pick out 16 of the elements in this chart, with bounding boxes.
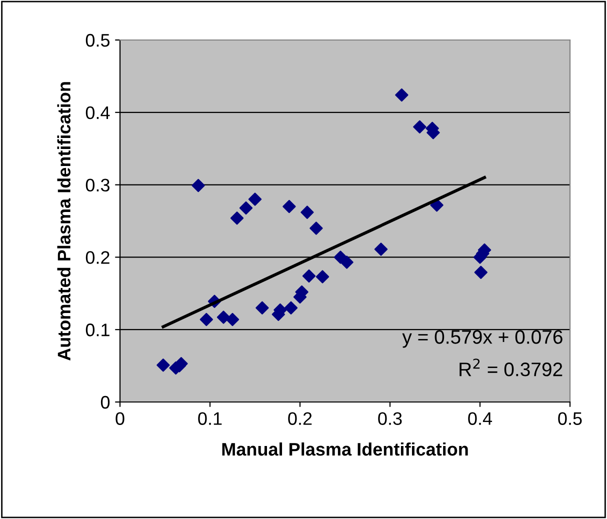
y-axis-title: Automated Plasma Identification <box>57 82 70 360</box>
annotation: R$^{2}$ = 0.3792 <box>460 358 562 376</box>
x-tick-label: 0.5 <box>558 412 582 425</box>
x-tick-label: 0.1 <box>198 412 222 425</box>
y-tick-label: 0.5 <box>86 34 110 47</box>
y-tick-label: 0.4 <box>86 106 110 120</box>
y-tick-label: 0 <box>100 396 110 409</box>
x-tick-label: 0 <box>116 412 124 425</box>
x-tick-label: 0.4 <box>468 412 492 425</box>
x-tick-label: 0.3 <box>378 412 402 425</box>
x-tick-label: 0.2 <box>288 412 312 425</box>
x-axis-title: Manual Plasma Identification <box>222 442 468 456</box>
annotation: y = 0.579x + 0.076 <box>402 330 562 348</box>
y-tick-label: 0.2 <box>86 251 110 264</box>
y-tick-label: 0.3 <box>86 178 110 192</box>
y-tick-label: 0.1 <box>86 324 110 336</box>
